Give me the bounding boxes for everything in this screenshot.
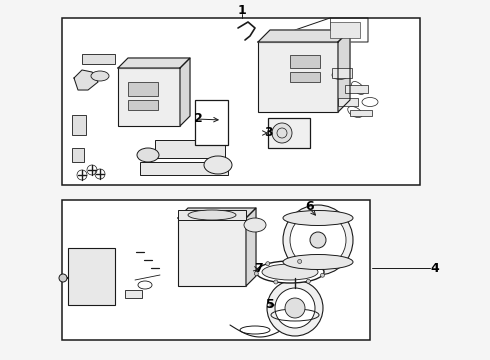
Circle shape: [283, 205, 353, 275]
Circle shape: [59, 274, 67, 282]
Polygon shape: [74, 70, 98, 90]
Bar: [62, 200, 370, 340]
Bar: [140, 162, 228, 175]
Circle shape: [275, 288, 315, 328]
Ellipse shape: [256, 261, 324, 283]
Text: 7: 7: [254, 261, 262, 274]
Bar: [195, 100, 228, 145]
Polygon shape: [180, 58, 190, 126]
Ellipse shape: [188, 210, 236, 220]
Bar: [290, 72, 320, 82]
Ellipse shape: [283, 211, 353, 225]
Circle shape: [306, 279, 310, 283]
Bar: [125, 290, 142, 298]
Bar: [72, 148, 84, 162]
Circle shape: [254, 271, 258, 275]
Text: 1: 1: [238, 4, 246, 17]
Text: 5: 5: [266, 298, 274, 311]
Bar: [178, 218, 246, 286]
Circle shape: [310, 232, 326, 248]
Ellipse shape: [262, 264, 318, 280]
Bar: [128, 100, 158, 110]
Circle shape: [297, 260, 302, 264]
Bar: [128, 82, 158, 96]
Bar: [350, 110, 372, 116]
Bar: [330, 22, 360, 38]
Ellipse shape: [91, 71, 109, 81]
Circle shape: [274, 280, 278, 284]
Text: 3: 3: [264, 126, 272, 139]
Bar: [268, 118, 310, 148]
Polygon shape: [258, 30, 350, 42]
Circle shape: [320, 273, 324, 277]
Text: 6: 6: [306, 199, 314, 212]
Bar: [82, 54, 115, 64]
Circle shape: [272, 123, 292, 143]
Ellipse shape: [283, 255, 353, 270]
Bar: [338, 98, 358, 106]
Circle shape: [266, 262, 270, 266]
Bar: [332, 68, 352, 78]
Circle shape: [290, 212, 346, 268]
Polygon shape: [118, 58, 190, 68]
Bar: [258, 42, 338, 112]
Text: 2: 2: [194, 112, 202, 125]
Bar: [118, 68, 180, 126]
Circle shape: [285, 298, 305, 318]
Polygon shape: [178, 208, 256, 218]
Bar: [62, 18, 420, 185]
Circle shape: [267, 280, 323, 336]
Ellipse shape: [244, 218, 266, 232]
Bar: [68, 248, 115, 305]
Ellipse shape: [137, 148, 159, 162]
Bar: [155, 140, 225, 158]
Polygon shape: [338, 30, 350, 112]
Bar: [72, 115, 86, 135]
Ellipse shape: [204, 156, 232, 174]
Text: 4: 4: [431, 261, 440, 274]
Bar: [345, 85, 368, 93]
Bar: [290, 55, 320, 68]
Bar: [178, 210, 246, 220]
Polygon shape: [246, 208, 256, 286]
